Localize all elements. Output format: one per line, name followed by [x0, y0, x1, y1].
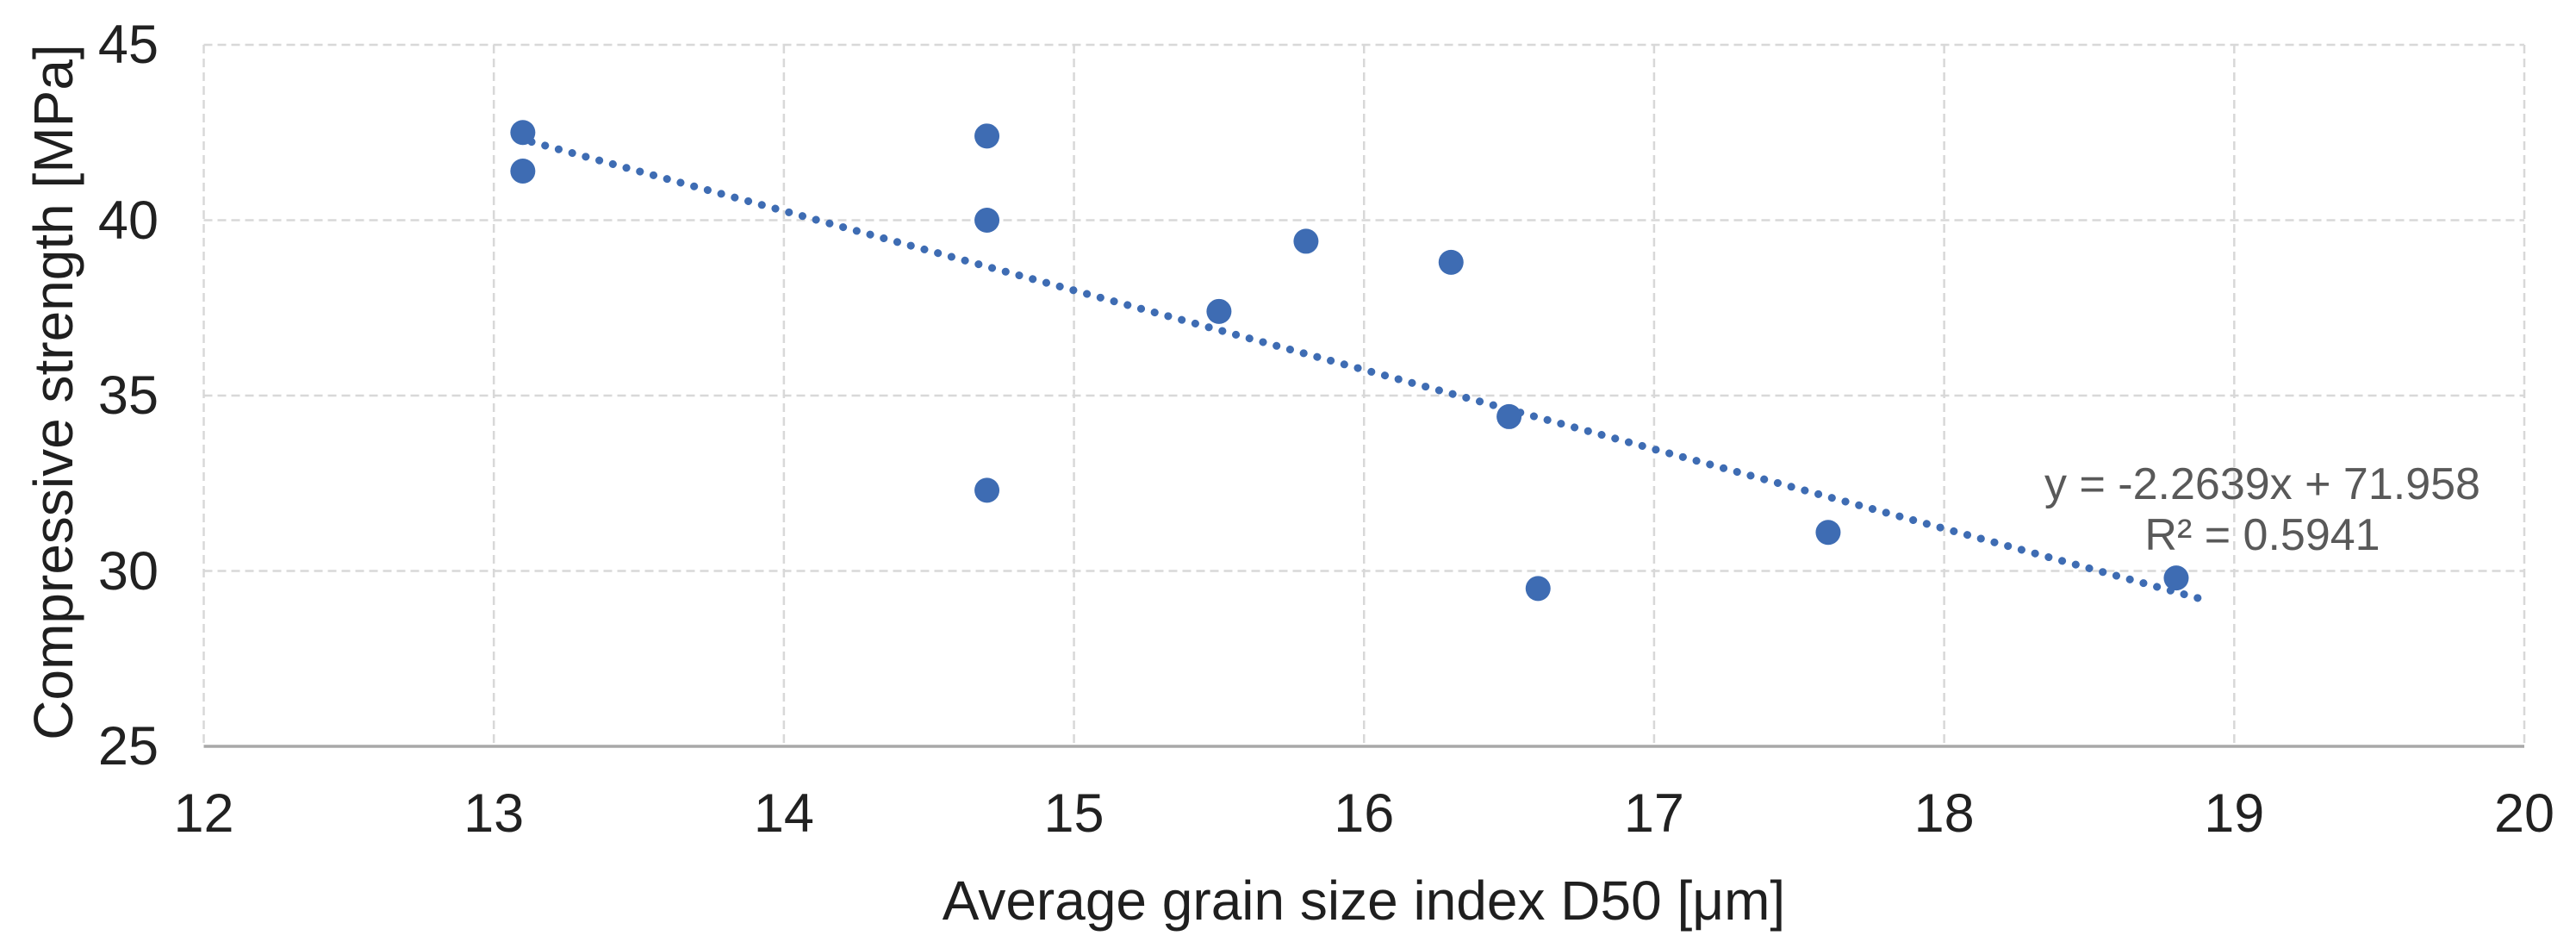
- x-tick-label: 17: [1623, 783, 1684, 844]
- data-point: [974, 123, 1000, 149]
- data-point: [1293, 228, 1319, 254]
- data-point: [510, 159, 536, 184]
- x-axis-title: Average grain size index D50 [μm]: [942, 870, 1786, 932]
- x-tick-label: 14: [753, 783, 814, 844]
- data-point: [1206, 298, 1232, 324]
- trendline: [527, 138, 2210, 604]
- y-tick-label: 25: [97, 716, 159, 776]
- trendline-equation-block: y = -2.2639x + 71.958 R² = 0.5941: [2044, 459, 2480, 562]
- y-tick-label: 30: [97, 540, 159, 602]
- data-point: [510, 120, 536, 146]
- x-tick-label: 18: [1913, 783, 1975, 844]
- y-tick-label: 35: [97, 365, 159, 426]
- data-point: [2163, 565, 2189, 591]
- y-tick-label: 45: [97, 15, 159, 75]
- trendline-equation-label: y = -2.2639x + 71.958: [2044, 459, 2480, 509]
- data-point: [1815, 520, 1841, 546]
- x-tick-label: 12: [173, 783, 234, 844]
- data-point: [974, 208, 1000, 233]
- data-point: [1438, 249, 1464, 275]
- x-tick-label: 19: [2204, 783, 2265, 844]
- y-tick-label: 40: [97, 190, 159, 251]
- x-tick-label: 16: [1334, 783, 1395, 844]
- data-point: [1496, 403, 1522, 429]
- x-tick-label: 20: [2493, 783, 2555, 844]
- x-tick-label: 15: [1043, 783, 1104, 844]
- x-tick-label: 13: [464, 783, 525, 844]
- trendline-r2-label: R² = 0.5941: [2144, 510, 2380, 561]
- data-point: [974, 477, 1000, 503]
- data-point: [1525, 576, 1551, 602]
